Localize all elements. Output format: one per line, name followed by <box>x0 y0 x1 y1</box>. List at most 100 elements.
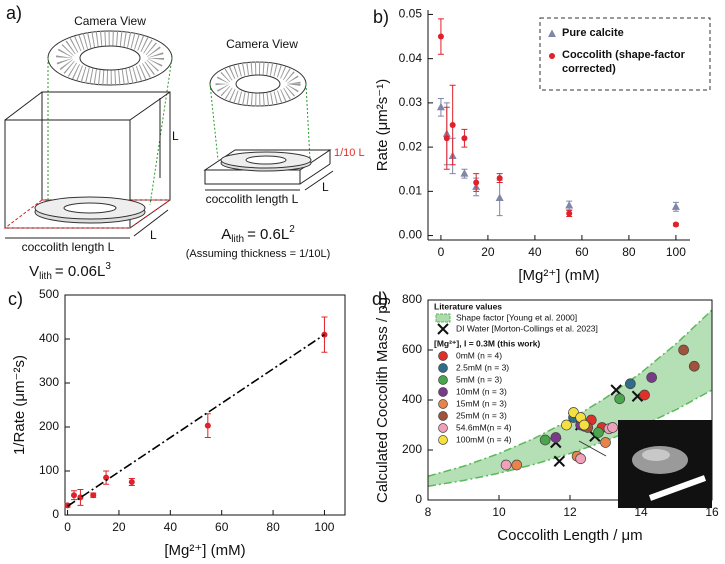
legend-marker <box>438 375 448 385</box>
legend-label: 2.5mM (n = 3) <box>456 362 509 372</box>
marker <box>461 135 468 142</box>
x-tick-label: 12 <box>563 505 577 519</box>
marker <box>70 492 77 499</box>
formula-symbol: A <box>221 226 231 243</box>
dimension-label: L <box>150 228 157 242</box>
formula-note: (Assuming thickness = 1/10L) <box>186 248 331 260</box>
legend-marker <box>438 423 448 433</box>
x-tick-label: 0 <box>438 245 445 259</box>
projection <box>149 57 173 206</box>
panel-label: b) <box>373 7 389 27</box>
marker <box>678 344 689 356</box>
y-tick-label: 300 <box>39 375 59 389</box>
y-tick-label: 0.05 <box>399 7 423 21</box>
legend-marker <box>438 411 448 421</box>
x-tick-label: 14 <box>634 505 648 519</box>
inset <box>578 420 712 508</box>
marker <box>443 135 450 142</box>
legend-marker <box>438 363 448 373</box>
inset-cell <box>642 449 670 461</box>
box-edge <box>299 163 331 185</box>
y-tick-label: 0 <box>415 492 422 506</box>
band-edge <box>427 389 713 487</box>
legend-band <box>435 313 451 323</box>
scale-bar <box>648 475 707 501</box>
x-tick-label: 40 <box>528 245 542 259</box>
marker <box>449 122 456 128</box>
x-tick-label: 0 <box>64 520 71 534</box>
formula-exponent: 3 <box>105 261 111 272</box>
legend-title: Literature values <box>434 301 502 311</box>
marker <box>500 459 512 471</box>
cube-edge <box>129 91 171 121</box>
x-axis-label: [Mg²⁺] (mM) <box>518 267 599 284</box>
formula-rhs: = 0.6L <box>247 226 289 243</box>
marker <box>436 102 445 111</box>
marker <box>103 474 110 481</box>
marker <box>553 455 566 467</box>
projection <box>305 83 311 161</box>
x-tick-label: 80 <box>266 520 280 534</box>
legend-entry: Pure calcite <box>562 27 624 39</box>
band-edge <box>427 309 713 477</box>
marker <box>610 384 622 396</box>
x-tick-label: 16 <box>705 505 719 519</box>
x-tick-label: 60 <box>575 245 589 259</box>
marker <box>90 492 97 499</box>
legend-marker <box>438 399 448 409</box>
y-axis-label: Rate (μm²s⁻¹) <box>374 79 391 171</box>
y-tick-label: 0.03 <box>399 95 423 109</box>
y-tick-label: 400 <box>402 392 422 406</box>
marker <box>496 175 503 182</box>
marker <box>204 422 211 429</box>
y-axis-label: Calculated Coccolith Mass / pg <box>374 297 391 503</box>
marker <box>646 372 658 383</box>
marker <box>565 201 574 209</box>
y-tick-label: 500 <box>39 287 59 301</box>
marker <box>473 179 480 186</box>
formula-subscript: lith <box>231 234 244 245</box>
camera-hatch <box>56 30 164 86</box>
legend-label: DI Water [Morton-Collings et al. 2023] <box>456 323 598 333</box>
marker <box>511 459 523 471</box>
chart: b) 0.00 0.01 0.02 0.03 0.04 0.05 0 20 40 60 80 100 [M… <box>373 7 711 284</box>
marker <box>437 33 444 40</box>
legend-label: 0mM (n = 4) <box>456 350 502 360</box>
legend-label: Shape factor [Young et al. 2000] <box>456 312 577 322</box>
marker <box>566 210 573 217</box>
formula: Vlith = 0.06L3 <box>29 261 111 282</box>
dimension-label: L <box>322 180 329 194</box>
formula-exponent: 2 <box>289 224 295 235</box>
marker <box>607 422 618 433</box>
camera-hatch <box>215 61 301 107</box>
legend-marker <box>438 351 448 361</box>
x-tick-label: 80 <box>622 245 636 259</box>
y-tick-label: 0.00 <box>399 228 423 242</box>
y-tick-label: 200 <box>39 419 59 433</box>
y-axis-label: 1/Rate (μm⁻²s) <box>11 355 28 455</box>
legend-marker <box>438 387 448 397</box>
chart: c) 0 100 200 300 400 500 0 20 40 60 80 100 [Mg²⁺] (mM… <box>8 287 346 559</box>
marker <box>575 453 587 465</box>
panel-label: a) <box>6 3 22 23</box>
x-axis-label: Coccolith Length / μm <box>497 527 642 544</box>
y-tick-label: 0.01 <box>399 184 423 198</box>
legend-subtitle: [Mg²⁺], I = 0.3M (this work) <box>434 338 540 348</box>
marker <box>672 221 679 228</box>
formula-rhs: = 0.06L <box>55 263 105 280</box>
marker <box>550 432 562 443</box>
legend-label: 25mM (n = 3) <box>456 410 507 420</box>
cube-back <box>41 91 171 201</box>
y-tick-label: 100 <box>39 463 59 477</box>
y-tick-label: 0.04 <box>399 51 423 65</box>
marker <box>539 434 551 446</box>
marker <box>495 193 504 201</box>
y-tick-label: 400 <box>39 331 59 345</box>
fit-line <box>67 333 325 507</box>
marker <box>624 378 636 390</box>
marker <box>561 419 572 431</box>
marker <box>128 479 135 485</box>
camera-inner <box>79 45 141 71</box>
legend-label: Coccolith (shape-factor corrected) <box>562 49 685 75</box>
